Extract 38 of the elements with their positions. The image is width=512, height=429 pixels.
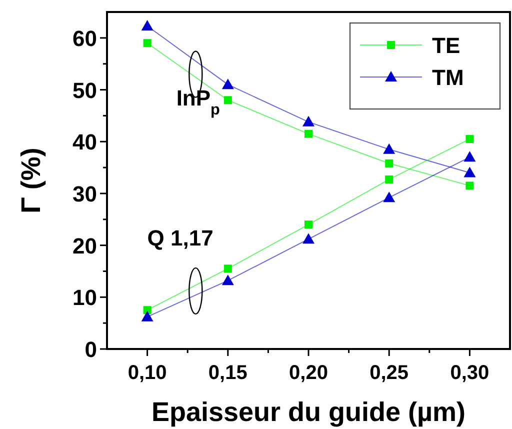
point xyxy=(141,310,154,322)
legend-label: TE xyxy=(432,33,460,58)
point xyxy=(222,78,234,90)
x-tick-label: 0,20 xyxy=(289,362,328,384)
point xyxy=(141,20,154,30)
y-tick-label: 60 xyxy=(72,26,97,51)
point xyxy=(466,182,474,190)
point xyxy=(224,96,232,104)
point xyxy=(466,135,474,144)
point xyxy=(385,159,394,168)
y-tick-label: 0 xyxy=(84,337,97,362)
point xyxy=(385,175,394,184)
point xyxy=(302,233,314,244)
y-tick-label: 20 xyxy=(72,233,97,258)
x-axis-title: Epaisseur du guide (µm) xyxy=(151,397,466,427)
annotation: Q 1,17 xyxy=(147,225,214,250)
point xyxy=(464,151,476,162)
point xyxy=(304,220,312,229)
point xyxy=(383,192,396,202)
point xyxy=(302,116,314,126)
y-tick-label: 50 xyxy=(72,78,97,103)
point xyxy=(464,166,476,178)
y-tick-label: 10 xyxy=(72,285,97,310)
y-axis-title: Γ (%) xyxy=(16,148,46,214)
y-tick-label: 40 xyxy=(72,130,97,155)
point xyxy=(224,264,232,273)
point xyxy=(304,130,312,138)
x-tick-label: 0,15 xyxy=(208,362,248,384)
point xyxy=(383,143,396,154)
y-tick-label: 30 xyxy=(72,181,97,206)
x-tick-label: 0,30 xyxy=(450,362,490,384)
legend-label: TM xyxy=(432,65,464,90)
x-tick-label: 0,10 xyxy=(128,362,167,384)
point xyxy=(143,306,152,314)
point xyxy=(143,39,152,48)
annotation: InP$_{p}$ xyxy=(176,85,220,118)
x-tick-label: 0,25 xyxy=(370,362,409,384)
point xyxy=(222,274,234,286)
